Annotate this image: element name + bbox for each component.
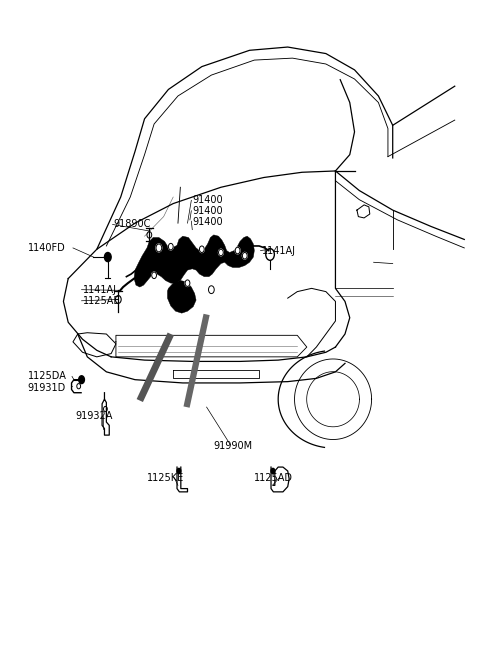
Circle shape (235, 248, 240, 253)
Text: 1125AD: 1125AD (254, 472, 293, 483)
Circle shape (168, 244, 173, 250)
Circle shape (156, 244, 162, 252)
Text: 1125KE: 1125KE (147, 472, 184, 483)
Circle shape (208, 286, 214, 293)
Text: 1140FD: 1140FD (28, 243, 65, 253)
Circle shape (105, 252, 111, 261)
Circle shape (185, 280, 190, 286)
Circle shape (242, 252, 247, 259)
Circle shape (177, 468, 181, 474)
Polygon shape (168, 280, 196, 313)
Circle shape (79, 376, 84, 384)
Circle shape (152, 272, 156, 278)
Text: 1141AJ: 1141AJ (262, 246, 296, 255)
Text: 1125AE: 1125AE (83, 296, 120, 306)
Polygon shape (134, 235, 254, 287)
Text: 91931D: 91931D (28, 383, 66, 392)
Text: 91400: 91400 (192, 206, 223, 216)
Text: 91400: 91400 (192, 195, 223, 205)
Text: 1125DA: 1125DA (28, 371, 67, 381)
Text: 91990M: 91990M (214, 441, 253, 451)
Text: 91400: 91400 (192, 217, 223, 227)
Text: 1141AJ: 1141AJ (83, 285, 117, 295)
Circle shape (218, 250, 223, 255)
Circle shape (271, 468, 275, 474)
Text: 91932A: 91932A (75, 411, 113, 421)
Circle shape (199, 246, 204, 252)
Text: 91890C: 91890C (114, 219, 151, 229)
